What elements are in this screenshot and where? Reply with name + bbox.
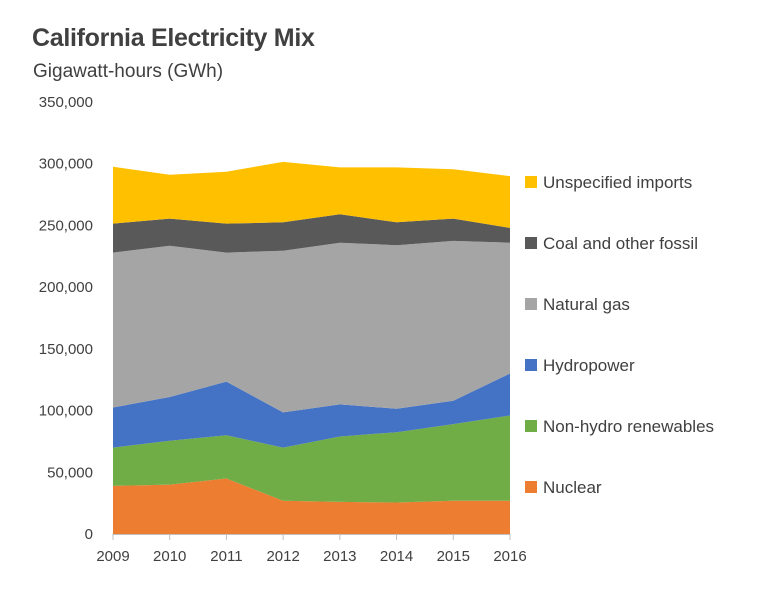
legend-swatch bbox=[525, 237, 537, 249]
area-coal-and-other-fossil bbox=[113, 214, 510, 253]
legend-swatch bbox=[525, 298, 537, 310]
chart-subtitle: Gigawatt-hours (GWh) bbox=[33, 61, 224, 82]
area-natural-gas bbox=[113, 240, 510, 413]
chart-title: California Electricity Mix bbox=[32, 24, 315, 52]
legend-item-nuclear: Nuclear bbox=[525, 478, 602, 497]
y-tick-label: 250,000 bbox=[39, 217, 93, 234]
y-tick-label: 50,000 bbox=[47, 464, 93, 481]
y-tick-label: 350,000 bbox=[39, 94, 93, 111]
y-tick-label: 150,000 bbox=[39, 341, 93, 358]
axes: 350,000 300,000 250,000 200,000 150,000 100,0… bbox=[39, 94, 527, 565]
x-tick-label: 2012 bbox=[266, 548, 299, 565]
legend-swatch bbox=[525, 481, 537, 493]
area-unspecified-imports bbox=[113, 161, 510, 228]
legend-item-coal-and-other-fossil: Coal and other fossil bbox=[525, 234, 698, 253]
x-tick-label: 2015 bbox=[437, 548, 470, 565]
legend-item-hydropower: Hydropower bbox=[525, 356, 635, 375]
area-nuclear bbox=[113, 478, 510, 534]
legend-swatch bbox=[525, 420, 537, 432]
y-tick-label: 0 bbox=[85, 526, 93, 543]
x-tick-label: 2014 bbox=[380, 548, 413, 565]
y-tick-label: 200,000 bbox=[39, 279, 93, 296]
x-tick-label: 2011 bbox=[210, 548, 242, 565]
legend-label: Hydropower bbox=[543, 356, 635, 375]
area-hydropower bbox=[113, 373, 510, 448]
area-layers bbox=[113, 161, 510, 534]
x-tick-label: 2016 bbox=[493, 548, 526, 565]
x-tick-label: 2010 bbox=[153, 548, 186, 565]
x-tick-label: 2009 bbox=[96, 548, 129, 565]
legend-item-non-hydro-renewables: Non-hydro renewables bbox=[525, 417, 714, 436]
legend-label: Non-hydro renewables bbox=[543, 417, 714, 436]
legend-label: Natural gas bbox=[543, 295, 630, 314]
legend: Unspecified imports Coal and other fossil… bbox=[525, 173, 714, 497]
legend-item-natural-gas: Natural gas bbox=[525, 295, 630, 314]
y-tick-label: 300,000 bbox=[39, 156, 93, 173]
x-tick-label: 2013 bbox=[323, 548, 356, 565]
legend-label: Unspecified imports bbox=[543, 173, 692, 192]
legend-swatch bbox=[525, 359, 537, 371]
legend-item-unspecified-imports: Unspecified imports bbox=[525, 173, 692, 192]
legend-label: Coal and other fossil bbox=[543, 234, 698, 253]
y-tick-label: 100,000 bbox=[39, 403, 93, 420]
legend-swatch bbox=[525, 176, 537, 188]
area-non-hydro-renewables bbox=[113, 415, 510, 503]
legend-label: Nuclear bbox=[543, 478, 602, 497]
